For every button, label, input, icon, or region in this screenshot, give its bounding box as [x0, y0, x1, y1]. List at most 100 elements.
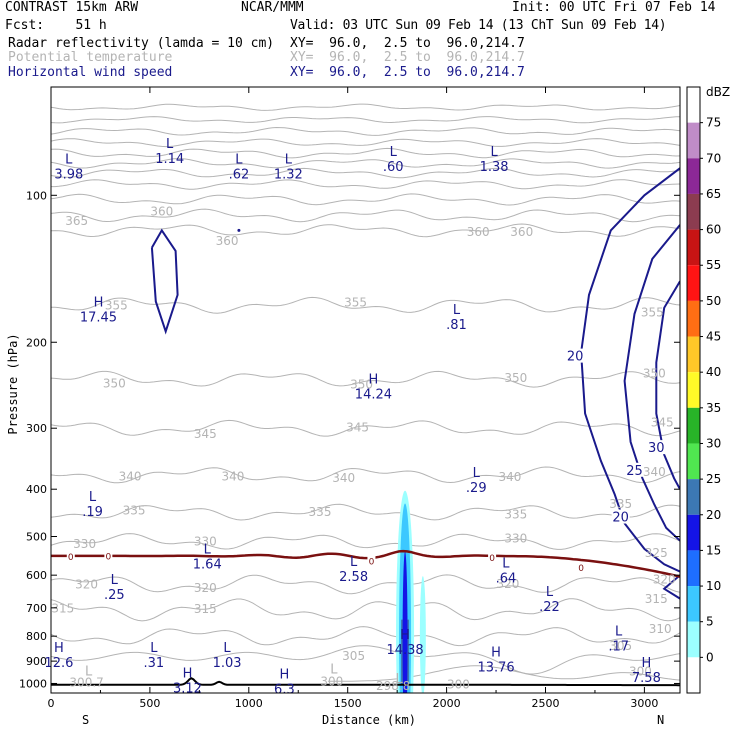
- theta-contour: [51, 370, 680, 388]
- freezing-label-bg: [577, 562, 586, 573]
- theta-label: 335: [309, 505, 332, 519]
- theta-contour: [327, 665, 680, 682]
- init-time: Init: 00 UTC Fri 07 Feb 14: [512, 0, 716, 15]
- theta-label: 355: [105, 298, 128, 312]
- high-marker: H: [183, 666, 193, 681]
- theta-contour: [51, 645, 680, 675]
- colorbar-swatch: [687, 657, 700, 693]
- colorbar-swatch: [687, 336, 700, 373]
- freezing-label-bg: [367, 555, 376, 566]
- field-wind-name: Horizontal wind speed: [8, 65, 173, 80]
- marker-value: .29: [466, 481, 487, 496]
- marker-value: .17: [608, 640, 629, 655]
- colorbar-swatch: [687, 407, 700, 444]
- freezing-label: 0: [68, 553, 74, 563]
- field-theta-name: Potential temperature: [8, 50, 173, 65]
- colorbar-swatch: [687, 193, 700, 230]
- wind-label-bg: [625, 462, 644, 477]
- low-marker: L: [223, 641, 231, 656]
- marker-value: .81: [446, 318, 467, 333]
- colorbar-frame: [686, 86, 701, 694]
- theta-label: 300: [629, 664, 652, 678]
- marker-value: .60: [383, 160, 404, 175]
- terrain-line: [51, 677, 680, 687]
- theta-contour: [51, 147, 680, 159]
- theta-label: 335: [123, 503, 146, 517]
- low-marker: L: [285, 152, 293, 167]
- forecast-hour: Fcst: 51 h: [5, 18, 107, 33]
- low-marker: L: [235, 152, 243, 167]
- theta-label: 340: [498, 470, 521, 484]
- theta-label: 330: [73, 537, 96, 551]
- y-axis-label: Pressure (hPa): [6, 333, 20, 435]
- colorbar-tick-label: 45: [706, 330, 721, 344]
- low-marker: L: [111, 573, 119, 588]
- high-marker: H: [94, 296, 104, 311]
- theta-label: 320: [194, 581, 217, 595]
- theta-label: 335: [504, 508, 527, 522]
- reflectivity-5dbz-secondary: [419, 576, 426, 693]
- low-marker: L: [390, 145, 398, 160]
- plot-frame: [50, 86, 681, 694]
- marker-value: .19: [82, 505, 103, 520]
- colorbar-tick-label: 20: [706, 508, 721, 522]
- theta-label: 305: [342, 649, 365, 663]
- field-reflectivity-xy: XY= 96.0, 2.5 to 96.0,214.7: [290, 36, 525, 51]
- freezing-label: 0: [105, 553, 111, 563]
- marker-value: 1.14: [155, 152, 184, 167]
- theta-label: 360: [467, 225, 490, 239]
- theta-label: 350: [504, 371, 527, 385]
- theta-label: 320: [75, 577, 98, 591]
- colorbar-tick-label: 70: [706, 151, 721, 165]
- high-marker: H: [491, 645, 501, 660]
- theta-label: 360: [510, 225, 533, 239]
- high-marker: H: [641, 656, 651, 671]
- theta-label: 305: [609, 639, 632, 653]
- y-tick-label: 200: [26, 336, 47, 349]
- colorbar-tick-label: 75: [706, 116, 721, 130]
- colorbar-swatch: [687, 300, 700, 337]
- x-tick-label: 2000: [433, 697, 461, 710]
- colorbar-tick-label: 40: [706, 365, 721, 379]
- organization: NCAR/MMM: [241, 0, 304, 15]
- low-marker: L: [65, 152, 73, 167]
- high-marker: H: [369, 373, 379, 388]
- theta-label: 345: [651, 415, 674, 429]
- colorbar-swatch: [687, 586, 700, 622]
- wind-label-bg: [566, 348, 585, 363]
- colorbar-swatch: [687, 550, 700, 587]
- theta-label: 320: [653, 572, 676, 586]
- marker-value: 2.58: [339, 570, 368, 585]
- wind-label-bg: [611, 509, 630, 524]
- marker-value: 1.38: [480, 160, 509, 175]
- marker-value: 1.64: [193, 558, 222, 573]
- field-wind-xy: XY= 96.0, 2.5 to 96.0,214.7: [290, 65, 525, 80]
- colorbar-tick-label: 15: [706, 543, 721, 557]
- low-marker: L: [166, 137, 174, 152]
- marker-value: 1.32: [274, 167, 303, 182]
- marker-value: 7.58: [632, 671, 661, 686]
- y-tick-label: 400: [26, 483, 47, 496]
- colorbar-swatch: [687, 229, 700, 266]
- colorbar-swatch: [687, 265, 700, 301]
- theta-contour: [51, 533, 680, 550]
- wind-contour-25: [623, 224, 680, 542]
- marker-value: 17.45: [80, 311, 117, 326]
- y-tick-label: 500: [26, 531, 47, 544]
- wind-label: 30: [648, 441, 665, 456]
- freezing-label: 0: [578, 564, 584, 574]
- theta-contour: [51, 466, 680, 484]
- colorbar-tick-label: 25: [706, 472, 721, 486]
- colorbar-swatch: [687, 158, 700, 194]
- x-axis-label: Distance (km): [322, 713, 416, 727]
- theta-label: 345: [194, 427, 217, 441]
- y-tick-label: 800: [26, 630, 47, 643]
- valid-time: Valid: 03 UTC Sun 09 Feb 14 (13 ChT Sun …: [290, 18, 667, 33]
- marker-value: 3.98: [54, 167, 83, 182]
- theta-contour: [51, 158, 680, 169]
- x-axis-south: S: [82, 713, 90, 727]
- wind-contour-closed: [150, 228, 179, 335]
- marker-value: .64: [496, 572, 517, 587]
- colorbar-tick-label: 30: [706, 436, 721, 450]
